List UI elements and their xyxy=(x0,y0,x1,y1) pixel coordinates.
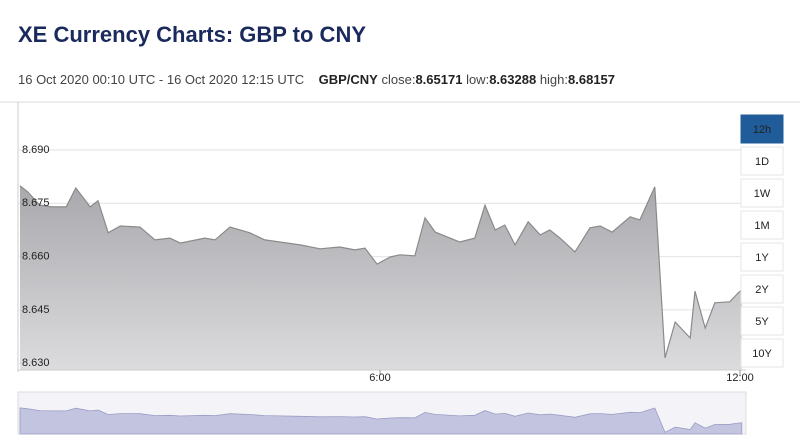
navigator-area xyxy=(19,407,743,435)
range-label[interactable]: 1W xyxy=(754,188,771,200)
close-label: close: xyxy=(381,72,416,87)
summary: 16 Oct 2020 00:10 UTC - 16 Oct 2020 12:1… xyxy=(18,72,615,87)
range-label[interactable]: 2Y xyxy=(755,284,769,296)
y-tick-label: 8.690 xyxy=(22,144,50,156)
x-tick-label: 12:00 xyxy=(726,372,754,384)
high-label: high: xyxy=(539,72,569,87)
range-label[interactable]: 1D xyxy=(755,156,769,168)
range-button[interactable] xyxy=(740,178,784,208)
low-label: low: xyxy=(466,72,490,87)
low: 8.63288 xyxy=(489,72,537,87)
range-label[interactable]: 12h xyxy=(753,124,771,136)
range-label[interactable]: 10Y xyxy=(752,348,772,360)
range-label[interactable]: 5Y xyxy=(755,316,769,328)
pair: GBP/CNY xyxy=(318,72,378,87)
range-label[interactable]: 1M xyxy=(754,220,769,232)
y-tick-label: 8.630 xyxy=(22,357,50,369)
range-button[interactable] xyxy=(740,114,784,144)
range-button[interactable] xyxy=(740,338,784,368)
high: 8.68157 xyxy=(568,72,616,87)
y-tick-label: 8.675 xyxy=(22,197,50,209)
close: 8.65171 xyxy=(415,72,463,87)
range-button[interactable] xyxy=(740,210,784,240)
range-button[interactable] xyxy=(740,274,784,304)
line xyxy=(19,185,743,359)
range-button[interactable] xyxy=(740,146,784,176)
y-tick-label: 8.645 xyxy=(22,304,50,316)
x-tick-label: 6:00 xyxy=(369,372,390,384)
range-button[interactable] xyxy=(740,306,784,336)
y-tick-label: 8.660 xyxy=(22,251,50,263)
range-button[interactable] xyxy=(740,242,784,272)
area xyxy=(20,185,742,370)
period: 16 Oct 2020 00:10 UTC - 16 Oct 2020 12:1… xyxy=(18,72,305,87)
range-label[interactable]: 1Y xyxy=(755,252,769,264)
page-title: XE Currency Charts: GBP to CNY xyxy=(18,22,367,47)
